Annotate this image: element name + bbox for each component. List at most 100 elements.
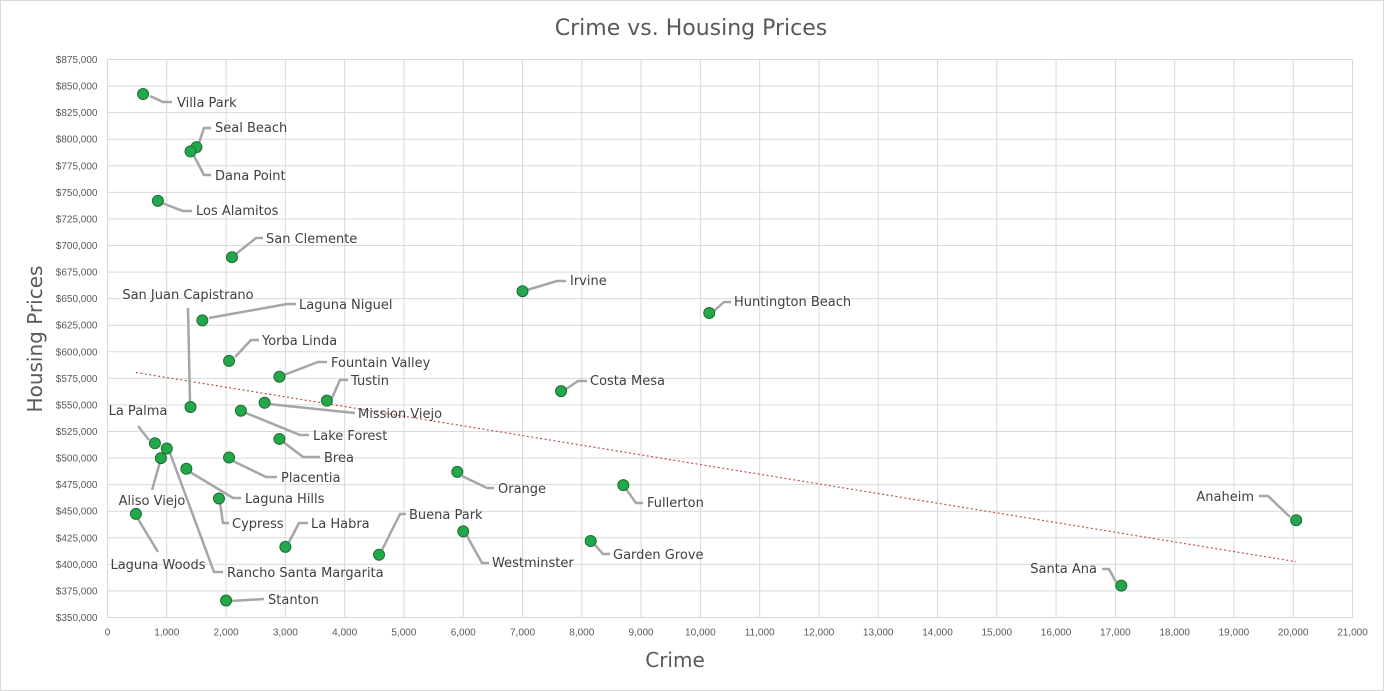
data-point-la-habra[interactable]	[279, 540, 292, 553]
data-label-villa-park: Villa Park	[177, 96, 237, 111]
data-points	[129, 88, 1303, 607]
data-point-tustin[interactable]	[320, 394, 333, 407]
x-tick-label: 5,000	[391, 628, 416, 639]
y-tick-label: $650,000	[56, 294, 98, 305]
leader-line-villa-park	[149, 94, 172, 104]
data-point-placentia[interactable]	[223, 451, 236, 464]
data-point-lake-forest[interactable]	[234, 404, 247, 417]
data-label-mission-viejo: Mission Viejo	[358, 407, 442, 422]
leader-line-anaheim	[1259, 494, 1291, 518]
x-tick-label: 18,000	[1159, 628, 1190, 639]
data-point-orange[interactable]	[451, 465, 464, 478]
x-tick-label: 20,000	[1278, 628, 1309, 639]
gridlines	[107, 59, 1353, 618]
data-point-garden-grove[interactable]	[584, 534, 597, 547]
data-point-costa-mesa[interactable]	[555, 385, 568, 398]
data-label-cypress: Cypress	[232, 517, 284, 532]
data-point-westminster[interactable]	[457, 525, 470, 538]
leader-line-costa-mesa	[565, 379, 587, 391]
data-point-villa-park[interactable]	[137, 88, 150, 101]
data-label-yorba-linda: Yorba Linda	[261, 334, 337, 349]
leader-line-laguna-niguel	[208, 302, 296, 320]
x-tick-label: 8,000	[569, 628, 594, 639]
leader-line-san-juan-capistrano	[186, 307, 192, 403]
leader-line-stanton	[230, 597, 265, 603]
data-label-laguna-hills: Laguna Hills	[245, 492, 325, 507]
leader-line-fullerton	[624, 488, 643, 505]
data-label-la-palma: La Palma	[109, 404, 168, 419]
data-point-fountain-valley[interactable]	[273, 370, 286, 383]
x-tick-label: 15,000	[981, 628, 1012, 639]
data-point-dana-point[interactable]	[184, 145, 197, 158]
data-point-aliso-viejo[interactable]	[154, 452, 167, 465]
leader-line-garden-grove	[594, 544, 610, 556]
leader-line-irvine	[526, 279, 566, 292]
leader-line-los-alamitos	[161, 201, 192, 213]
data-point-laguna-woods[interactable]	[129, 507, 142, 520]
data-label-santa-ana: Santa Ana	[1030, 562, 1097, 577]
data-labels: Villa Park Seal Beach Dana Point Los Alamit…	[109, 96, 1254, 608]
data-label-fountain-valley: Fountain Valley	[331, 356, 431, 371]
data-point-rancho-santa-margarita[interactable]	[160, 442, 173, 455]
data-point-san-clemente[interactable]	[226, 251, 238, 264]
data-label-san-juan-capistrano: San Juan Capistrano	[122, 288, 253, 303]
data-point-san-juan-capistrano[interactable]	[184, 401, 197, 414]
data-label-rancho-santa-margarita: Rancho Santa Margarita	[227, 566, 384, 581]
data-point-santa-ana[interactable]	[1115, 579, 1128, 592]
leader-line-santa-ana	[1102, 567, 1118, 583]
data-point-brea[interactable]	[273, 432, 286, 445]
data-label-irvine: Irvine	[570, 274, 607, 289]
x-tick-label: 10,000	[685, 628, 716, 639]
trendline-layer	[135, 371, 1297, 563]
y-tick-label: $525,000	[56, 427, 98, 438]
x-tick-label: 7,000	[510, 628, 535, 639]
data-point-la-palma[interactable]	[148, 437, 161, 450]
data-point-cypress[interactable]	[212, 492, 225, 505]
y-tick-label: $375,000	[56, 586, 98, 597]
leader-line-fountain-valley	[283, 360, 327, 377]
data-point-los-alamitos[interactable]	[151, 194, 164, 207]
data-label-buena-park: Buena Park	[409, 508, 483, 523]
x-axis-title: Crime	[645, 648, 705, 672]
trendline	[135, 371, 1297, 563]
data-point-laguna-niguel[interactable]	[196, 314, 209, 327]
x-tick-label: 3,000	[273, 628, 298, 639]
data-point-fullerton[interactable]	[617, 479, 630, 492]
data-label-laguna-woods: Laguna Woods	[110, 558, 205, 573]
data-point-laguna-hills[interactable]	[180, 462, 193, 475]
data-label-costa-mesa: Costa Mesa	[590, 374, 665, 389]
leader-line-laguna-woods	[136, 518, 160, 553]
leader-line-lake-forest	[245, 411, 309, 437]
leader-line-orange	[461, 474, 494, 490]
leader-line-rancho-santa-margarita	[168, 452, 223, 574]
y-tick-label: $800,000	[56, 135, 98, 146]
data-label-stanton: Stanton	[268, 593, 319, 608]
y-tick-label: $500,000	[56, 454, 98, 465]
leader-line-laguna-hills	[189, 470, 241, 500]
data-label-huntington-beach: Huntington Beach	[734, 295, 851, 310]
data-label-placentia: Placentia	[281, 471, 340, 486]
leader-line-huntington-beach	[713, 300, 731, 312]
data-point-anaheim[interactable]	[1290, 514, 1303, 527]
leader-line-san-clemente	[235, 236, 263, 255]
x-tick-label: 9,000	[629, 628, 654, 639]
leader-line-westminster	[465, 535, 489, 565]
chart-title: Crime vs. Housing Prices	[555, 16, 828, 41]
data-point-irvine[interactable]	[516, 285, 529, 298]
y-tick-label: $775,000	[56, 161, 98, 172]
data-point-mission-viejo[interactable]	[258, 396, 271, 409]
data-label-westminster: Westminster	[492, 556, 574, 571]
data-point-huntington-beach[interactable]	[703, 306, 716, 319]
y-tick-label: $350,000	[56, 613, 98, 624]
leader-line-buena-park	[380, 512, 406, 551]
leader-line-brea	[281, 440, 320, 459]
x-tick-label: 13,000	[863, 628, 894, 639]
data-label-dana-point: Dana Point	[215, 169, 286, 184]
data-point-buena-park[interactable]	[373, 548, 386, 561]
y-tick-label: $425,000	[56, 533, 98, 544]
data-point-stanton[interactable]	[220, 594, 233, 607]
data-point-yorba-linda[interactable]	[223, 354, 236, 367]
x-tick-label: 1,000	[154, 628, 179, 639]
